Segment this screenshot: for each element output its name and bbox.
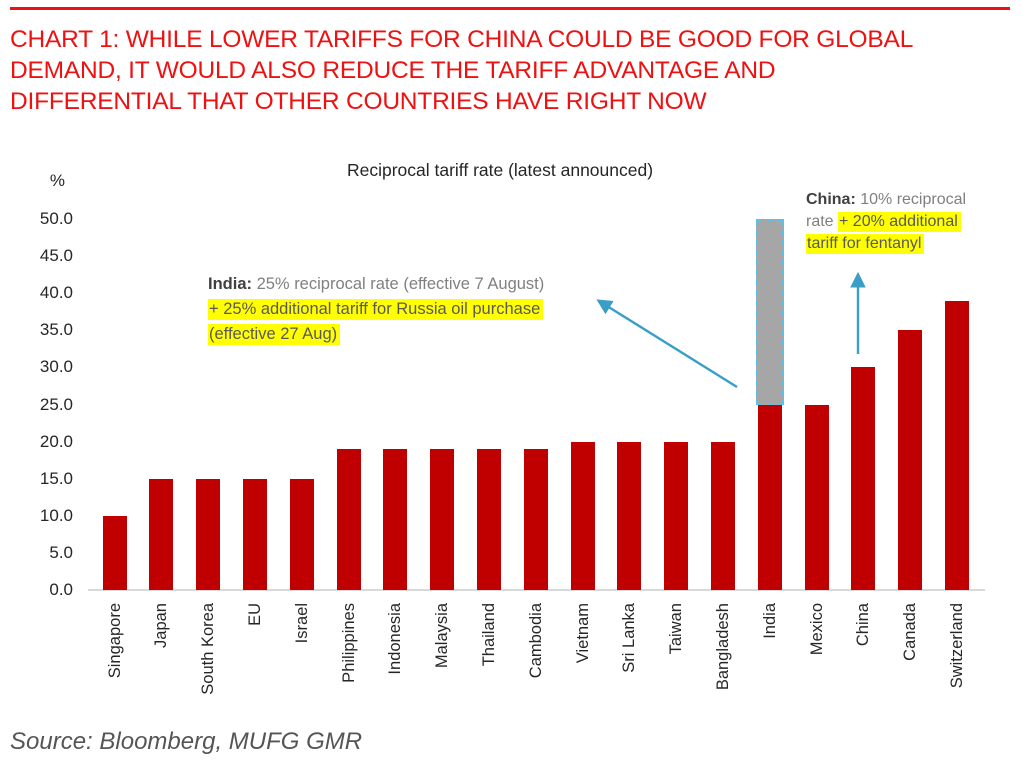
bar-philippines — [336, 449, 361, 590]
china-annotation-line: rate + 20% additional — [806, 211, 966, 233]
bar-japan — [149, 478, 174, 590]
x-axis-label-canada: Canada — [901, 603, 920, 661]
bar-israel — [289, 478, 314, 590]
india-annotation-arrow — [596, 299, 738, 389]
x-axis-label-south-korea: South Korea — [199, 603, 218, 695]
y-axis-tick-label: 45.0 — [39, 246, 73, 266]
bar-malaysia — [430, 449, 455, 590]
india-annotation-line: + 25% additional tariff for Russia oil p… — [208, 297, 544, 322]
y-axis-tick-label: 35.0 — [39, 320, 73, 340]
y-axis-tick-label: 40.0 — [39, 283, 73, 303]
annotation-text: 10% reciprocal — [855, 191, 967, 208]
chart-heading-line: DIFFERENTIAL THAT OTHER COUNTRIES HAVE R… — [10, 88, 707, 115]
source-note: Source: Bloomberg, MUFG GMR — [10, 728, 363, 755]
y-axis-tick-label: 20.0 — [39, 431, 73, 451]
bar-mexico — [804, 404, 829, 590]
bar-cambodia — [523, 449, 548, 590]
chart-title: Reciprocal tariff rate (latest announced… — [346, 160, 654, 180]
x-axis-label-mexico: Mexico — [807, 603, 826, 656]
x-axis-label-eu: EU — [245, 603, 264, 626]
bar-eu — [242, 478, 267, 590]
x-axis-label-malaysia: Malaysia — [433, 603, 452, 669]
x-axis-label-india: India — [760, 603, 779, 639]
bar-vietnam — [570, 441, 595, 590]
y-axis-tick-label: 30.0 — [39, 357, 73, 377]
x-axis-line — [88, 589, 985, 591]
india-annotation-line: (effective 27 Aug) — [208, 322, 544, 347]
y-axis-tick-label: 15.0 — [39, 468, 73, 488]
india-annotation-line: India: 25% reciprocal rate (effective 7 … — [208, 272, 544, 297]
x-axis-label-china: China — [854, 603, 873, 647]
x-axis-label-israel: Israel — [292, 603, 311, 644]
bar-south-korea — [196, 478, 221, 590]
annotation-text: China: — [806, 191, 856, 208]
x-axis-label-cambodia: Cambodia — [526, 603, 545, 679]
china-annotation-line: tariff for fentanyl — [806, 233, 966, 255]
bar-sri-lanka — [617, 441, 642, 590]
x-axis-label-indonesia: Indonesia — [386, 603, 405, 675]
annotation-text: India: — [208, 275, 252, 293]
india-annotation: India: 25% reciprocal rate (effective 7 … — [208, 272, 544, 347]
x-axis-label-thailand: Thailand — [479, 603, 498, 667]
y-axis-tick-label: 50.0 — [39, 209, 73, 228]
x-axis-label-sri-lanka: Sri Lanka — [620, 603, 639, 673]
annotation-text: + 25% additional tariff for Russia oil p… — [208, 299, 544, 320]
chart-heading: CHART 1: WHILE LOWER TARIFFS FOR CHINA C… — [10, 24, 1015, 117]
y-axis-tick-label: 25.0 — [39, 394, 73, 414]
y-axis-tick-label: 5.0 — [49, 542, 73, 562]
bar-india — [757, 404, 782, 590]
china-annotation: China: 10% reciprocal rate + 20% addition… — [806, 189, 966, 255]
bar-singapore — [102, 515, 127, 590]
x-axis-label-taiwan: Taiwan — [667, 603, 686, 655]
bar-bangladesh — [710, 441, 735, 590]
bar-switzerland — [944, 300, 969, 590]
x-axis-label-japan: Japan — [152, 603, 171, 648]
india-extension-bar — [755, 219, 784, 405]
x-axis-label-philippines: Philippines — [339, 603, 358, 683]
bar-taiwan — [664, 441, 689, 590]
bar-indonesia — [383, 449, 408, 590]
annotation-text: 25% reciprocal rate (effective 7 August) — [252, 275, 545, 293]
top-divider — [10, 7, 1010, 10]
chart-heading-line: CHART 1: WHILE LOWER TARIFFS FOR CHINA C… — [10, 26, 914, 53]
y-axis-tick-label: 10.0 — [39, 505, 73, 525]
bar-canada — [898, 330, 923, 590]
x-axis-label-switzerland: Switzerland — [947, 603, 966, 689]
x-axis-label-vietnam: Vietnam — [573, 603, 592, 664]
x-axis-label-bangladesh: Bangladesh — [713, 603, 732, 691]
x-axis-label-singapore: Singapore — [105, 603, 124, 679]
annotation-text: (effective 27 Aug) — [208, 324, 341, 345]
annotation-text: rate — [806, 213, 839, 230]
chart-heading-line: DEMAND, IT WOULD ALSO REDUCE THE TARIFF … — [10, 57, 776, 84]
bar-china — [851, 367, 876, 590]
china-annotation-line: China: 10% reciprocal — [806, 189, 966, 211]
y-axis-tick-label: 0.0 — [49, 580, 73, 599]
annotation-text: tariff for fentanyl — [806, 234, 925, 254]
annotation-text: + 20% additional — [838, 212, 961, 232]
y-axis-unit-label: % — [49, 171, 65, 190]
bar-thailand — [476, 449, 501, 590]
